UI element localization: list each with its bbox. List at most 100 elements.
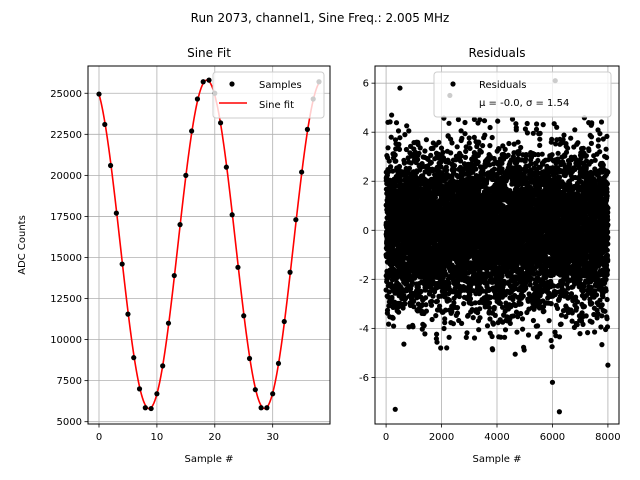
residual-point: [401, 341, 407, 347]
residual-point: [438, 345, 444, 351]
residual-point: [448, 150, 454, 156]
residual-point: [505, 152, 511, 158]
residual-point: [410, 324, 416, 330]
residual-point: [449, 309, 455, 315]
residual-point: [396, 309, 402, 315]
residual-point: [446, 280, 452, 286]
residual-point: [440, 155, 447, 161]
residual-point: [428, 159, 434, 166]
sample-point: [165, 320, 172, 326]
sine-fit-xlabel: Sample #: [184, 454, 233, 465]
sample-point: [177, 222, 183, 228]
residual-point: [413, 273, 419, 279]
residual-point: [491, 166, 497, 172]
sine-fit-y-ticks: 5000750010000125001500017500200002250025…: [50, 89, 88, 428]
residual-point: [499, 273, 505, 279]
sine-fit-plot-area: [96, 77, 322, 412]
residual-point: [454, 310, 461, 316]
residual-point: [477, 117, 483, 123]
residual-point: [388, 164, 394, 170]
residual-point: [502, 146, 508, 152]
residual-point: [457, 158, 464, 164]
residual-point: [425, 156, 431, 162]
residual-point: [443, 307, 449, 313]
y-tick-label: 22500: [50, 130, 82, 141]
residual-point: [477, 315, 483, 321]
residual-point: [476, 139, 482, 145]
sample-point: [217, 120, 224, 126]
residual-point: [454, 305, 461, 311]
residual-point: [490, 321, 496, 327]
sample-point: [287, 269, 293, 275]
residual-point: [434, 298, 440, 304]
residual-point: [451, 163, 458, 169]
residual-point: [396, 163, 403, 170]
residual-point: [385, 145, 391, 151]
sample-point: [229, 212, 235, 218]
sample-point: [113, 210, 119, 216]
legend-samples-label: Samples: [259, 80, 302, 91]
residual-point: [396, 141, 402, 147]
residual-point: [423, 137, 429, 143]
residual-point: [428, 302, 435, 308]
residual-point: [417, 145, 423, 151]
residual-point: [398, 177, 404, 183]
sample-point: [258, 405, 264, 411]
sample-point: [102, 121, 108, 128]
sample-point: [131, 355, 137, 361]
residual-point: [455, 116, 461, 123]
sample-point: [194, 96, 201, 102]
residual-point: [487, 143, 493, 149]
sine-fit-x-ticks: 0 10 20 30: [96, 424, 279, 443]
residual-point: [395, 128, 402, 134]
residual-point: [434, 339, 440, 345]
sample-point: [246, 355, 253, 362]
sample-point: [189, 128, 195, 134]
residual-point: [437, 303, 443, 309]
residual-point: [473, 166, 479, 172]
residual-point: [446, 334, 452, 340]
residual-point: [391, 323, 397, 329]
residual-point: [423, 295, 429, 301]
residual-point: [490, 347, 496, 353]
y-tick-label: 7500: [57, 376, 82, 387]
residual-point: [489, 134, 495, 141]
y-tick-label: 15000: [50, 253, 82, 264]
y-tick-label: 20000: [50, 171, 82, 182]
x-tick-label: 0: [96, 432, 102, 443]
sample-point: [275, 360, 282, 367]
residual-point: [456, 293, 462, 300]
residual-point: [487, 124, 493, 131]
residual-point: [390, 315, 396, 321]
residual-point: [463, 334, 469, 340]
y-tick-label: 10000: [50, 335, 82, 346]
sample-point: [200, 79, 206, 85]
residual-point: [495, 118, 501, 124]
sample-point: [142, 405, 148, 411]
residual-point: [449, 140, 455, 146]
residual-point: [432, 195, 438, 201]
residual-point: [464, 330, 470, 336]
legend-samples-marker: [229, 81, 235, 87]
residual-point: [441, 325, 447, 332]
residual-point: [502, 327, 509, 333]
sample-point: [148, 405, 154, 412]
residual-point: [429, 316, 435, 323]
residual-point: [401, 160, 407, 166]
residual-point: [438, 164, 444, 170]
residual-point: [502, 334, 508, 340]
x-tick-label: 10: [151, 432, 164, 443]
sample-point: [171, 272, 177, 279]
residual-point: [489, 333, 495, 340]
residual-point: [411, 298, 417, 304]
residual-point: [459, 135, 465, 141]
residual-point: [393, 158, 399, 164]
sine-fit-title: Sine Fit: [187, 46, 231, 60]
residual-point: [436, 139, 442, 145]
residual-point: [478, 149, 484, 155]
residuals-title: Residuals: [469, 46, 526, 60]
sample-point: [299, 169, 305, 175]
residual-point: [486, 300, 493, 306]
